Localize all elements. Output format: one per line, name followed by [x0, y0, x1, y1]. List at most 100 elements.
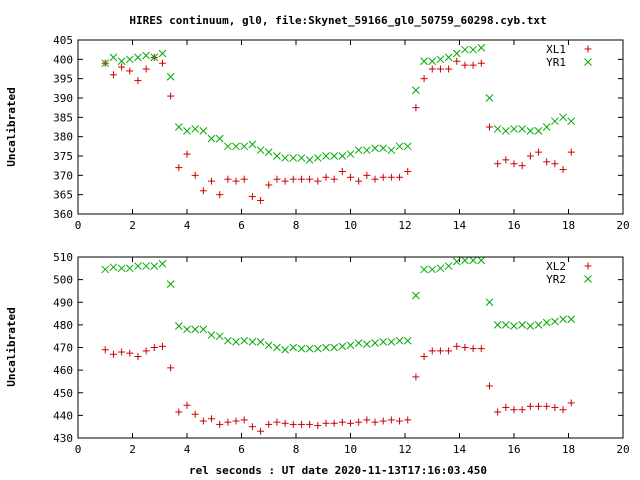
bottom-xl2-point [355, 418, 363, 426]
top-xl1-point [445, 65, 453, 73]
top-xl1-point [257, 196, 265, 204]
top-xl1-point [191, 171, 199, 179]
top-xl1-point [551, 160, 559, 168]
top-xl1-point [338, 167, 346, 175]
top-xtick-label: 20 [616, 219, 629, 232]
bottom-ytick-label: 440 [53, 409, 73, 422]
top-xl1-point [469, 61, 477, 69]
top-xl1-point [167, 92, 175, 100]
x-axis-label: rel seconds : UT date 2020-11-13T17:16:0… [189, 464, 487, 477]
bottom-yr2-point [371, 339, 379, 347]
top-legend-marker-yr1 [584, 58, 592, 66]
bottom-yr2-point [542, 318, 551, 327]
top-xl1-point [289, 175, 297, 183]
bottom-xl2-point [347, 419, 354, 427]
bottom-yr2-point [338, 342, 347, 351]
bottom-xl2-point [371, 418, 379, 426]
top-yr1-point [338, 152, 347, 160]
top-yr1-point [207, 134, 216, 143]
bottom-xtick-label: 2 [129, 443, 136, 456]
top-yr1-point [330, 152, 339, 160]
bottom-yr2-point [125, 264, 134, 273]
top-xl1-point [175, 164, 183, 172]
panel-top-frame [77, 39, 624, 215]
top-xl1-point [281, 177, 289, 185]
top-xl1-point [208, 177, 216, 185]
top-yr1-point [134, 53, 142, 62]
top-yr1-point [109, 53, 118, 62]
chart-title: HIRES continuum, gl0, file:Skynet_59166_… [129, 14, 546, 27]
bottom-yr2-point [256, 337, 265, 346]
bottom-ytick-label: 480 [53, 319, 73, 332]
bottom-xl2-point [281, 419, 289, 427]
bottom-xtick-label: 4 [184, 443, 191, 456]
bottom-xl2-point [118, 348, 126, 356]
top-yr1-point [526, 127, 535, 135]
top-xl1-point [461, 61, 469, 69]
bottom-xl2-point [158, 342, 166, 350]
top-xtick-label: 12 [398, 219, 411, 232]
top-yr1-point [191, 125, 200, 133]
top-xl1-point [477, 59, 485, 67]
bottom-yr2-point [362, 340, 371, 348]
top-xl1-point [412, 104, 420, 112]
bottom-xl2-point [232, 417, 240, 425]
bottom-xl2-point [330, 419, 338, 427]
bottom-xtick-label: 10 [344, 443, 357, 456]
top-yr1-point [501, 127, 510, 135]
top-xl1-point [314, 177, 322, 185]
top-xl1-point [240, 175, 248, 183]
top-xl1-point [322, 173, 330, 181]
top-xtick-label: 8 [293, 219, 300, 232]
top-xtick-label: 18 [562, 219, 575, 232]
bottom-xl2-point [175, 408, 183, 416]
bottom-yr2-point [174, 322, 183, 330]
bottom-xl2-point [518, 406, 526, 414]
bottom-xl2-point [191, 410, 199, 418]
bottom-yr2-point [493, 321, 502, 329]
panel-top-points [101, 43, 576, 204]
top-xl1-point [453, 57, 461, 65]
bottom-yr2-point [485, 298, 494, 307]
top-xl1-point [420, 75, 428, 83]
bottom-yr2-point [134, 262, 142, 270]
top-legend-label-yr1: YR1 [546, 56, 566, 69]
top-xl1-point [142, 65, 150, 73]
bottom-xl2-point [477, 345, 485, 353]
top-yr1-point [142, 51, 150, 60]
top-xl1-point [510, 160, 518, 168]
bottom-ytick-label: 470 [53, 342, 73, 355]
bottom-yr2-point [224, 336, 232, 345]
panel-bottom-ticks: 0 2 4 6 8 10 12 14 16 18 20 430 440 450 460 470 480 490 50… [53, 251, 630, 456]
top-yr1-point [150, 53, 159, 62]
bottom-xl2-point [412, 373, 420, 381]
top-yr1-point [395, 142, 404, 151]
bottom-yr2-point [452, 257, 461, 266]
bottom-xl2-point [109, 350, 117, 358]
top-ytick-label: 365 [53, 189, 73, 202]
bottom-yr2-point [395, 336, 404, 345]
top-xl1-point [518, 162, 526, 170]
top-yr1-point [256, 146, 265, 155]
top-yr1-point [273, 152, 281, 160]
top-yr1-point [461, 45, 469, 54]
top-xl1-point [404, 167, 412, 175]
panel-bottom-points [101, 256, 576, 435]
bottom-xl2-point [567, 399, 575, 407]
bottom-xl2-point [502, 403, 510, 411]
bottom-yr2-point [518, 321, 527, 329]
top-ytick-label: 375 [53, 150, 73, 163]
top-xl1-point [543, 158, 551, 166]
top-xtick-label: 4 [184, 219, 191, 232]
top-legend-label-xl1: XL1 [546, 43, 566, 56]
bottom-yr2-point [428, 265, 437, 274]
bottom-ytick-label: 460 [53, 364, 73, 377]
bottom-xl2-point [265, 420, 273, 428]
bottom-yr2-point [264, 341, 273, 350]
bottom-xl2-point [167, 364, 175, 372]
bottom-xtick-label: 0 [75, 443, 82, 456]
bottom-xl2-point [273, 418, 281, 426]
bottom-yr2-point [330, 343, 339, 352]
